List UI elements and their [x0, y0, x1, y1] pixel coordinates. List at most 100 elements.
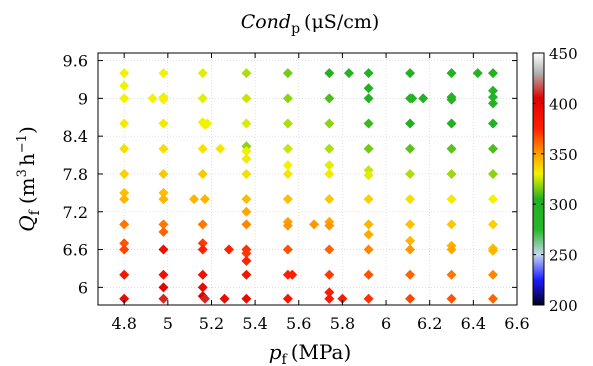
x-tick-label: 6	[381, 314, 391, 333]
data-point	[446, 269, 457, 280]
x-tick-label: 6.4	[461, 314, 486, 333]
data-point	[324, 118, 335, 129]
data-point	[446, 194, 457, 205]
data-point	[189, 194, 200, 205]
grid-layer	[98, 53, 518, 305]
data-point	[363, 68, 374, 79]
data-point	[487, 269, 498, 280]
data-point	[119, 80, 130, 91]
data-point	[446, 168, 457, 179]
data-point	[119, 293, 130, 304]
data-point	[446, 143, 457, 154]
data-point	[363, 170, 374, 181]
data-point	[158, 282, 169, 293]
data-point	[241, 194, 252, 205]
data-point	[487, 194, 498, 205]
y-tick-label: 9	[78, 89, 88, 108]
data-point	[282, 220, 293, 231]
data-point	[241, 255, 252, 266]
plot-frame	[97, 52, 518, 306]
data-point	[343, 68, 354, 79]
colorbar-tick-label: 400	[549, 95, 578, 113]
data-point	[158, 219, 169, 230]
data-point	[363, 269, 374, 280]
data-point	[324, 160, 335, 171]
data-point	[119, 244, 130, 255]
y-tick-label: 7.2	[63, 203, 88, 222]
data-point	[202, 118, 213, 129]
data-point	[282, 68, 293, 79]
data-point	[324, 269, 335, 280]
data-point	[337, 293, 348, 304]
data-point	[487, 219, 498, 230]
data-point	[197, 168, 208, 179]
x-tick-label: 5.6	[286, 314, 311, 333]
data-point	[324, 287, 335, 298]
data-point	[405, 235, 416, 246]
points-layer	[119, 68, 498, 304]
data-point	[241, 146, 252, 157]
data-point	[197, 282, 208, 293]
data-point	[407, 93, 418, 104]
data-point	[324, 93, 335, 104]
data-point	[446, 68, 457, 79]
y-axis-ticks: 6 6.6 7.2 7.8 8.4 9 9.6	[63, 52, 517, 297]
data-point	[487, 168, 498, 179]
data-point	[197, 244, 208, 255]
data-point	[158, 293, 169, 304]
data-point	[241, 293, 252, 304]
data-point	[405, 143, 416, 154]
data-point	[487, 118, 498, 129]
data-point	[119, 187, 130, 198]
data-point	[405, 293, 416, 304]
data-point	[324, 168, 335, 179]
data-point	[223, 244, 234, 255]
data-point	[282, 93, 293, 104]
data-point	[446, 293, 457, 304]
data-point	[119, 219, 130, 230]
data-point	[241, 206, 252, 217]
data-point	[158, 194, 169, 205]
data-point	[487, 85, 498, 96]
x-tick-label: 5	[163, 314, 173, 333]
data-point	[287, 269, 298, 280]
data-point	[241, 118, 252, 129]
colorbar-tick-label: 350	[549, 146, 578, 164]
data-point	[363, 244, 374, 255]
data-point	[282, 194, 293, 205]
data-point	[158, 68, 169, 79]
data-point	[199, 194, 210, 205]
data-point	[487, 143, 498, 154]
data-point	[363, 118, 374, 129]
data-point	[405, 118, 416, 129]
data-point	[158, 187, 169, 198]
data-point	[282, 143, 293, 154]
data-point	[446, 94, 457, 105]
x-tick-label: 5.8	[330, 314, 355, 333]
data-point	[446, 118, 457, 129]
data-point	[363, 293, 374, 304]
data-point	[405, 219, 416, 230]
data-point	[487, 293, 498, 304]
data-point	[147, 93, 158, 104]
colorbar-ticks: 200 250 300 350 400 450	[533, 45, 578, 315]
data-point	[241, 219, 252, 230]
data-point	[119, 238, 130, 249]
data-point	[241, 153, 252, 164]
data-point	[405, 269, 416, 280]
data-point	[487, 68, 498, 79]
x-axis-label: pf (MPa)	[269, 340, 352, 366]
y-tick-label: 6.6	[63, 241, 88, 260]
data-point	[363, 219, 374, 230]
data-point	[119, 118, 130, 129]
data-point	[324, 220, 335, 231]
data-point	[241, 93, 252, 104]
data-point	[219, 293, 230, 304]
data-point	[363, 165, 374, 176]
data-point	[119, 194, 130, 205]
data-point	[363, 229, 374, 240]
x-tick-label: 6.6	[504, 314, 529, 333]
data-point	[197, 238, 208, 249]
data-point	[241, 141, 252, 152]
